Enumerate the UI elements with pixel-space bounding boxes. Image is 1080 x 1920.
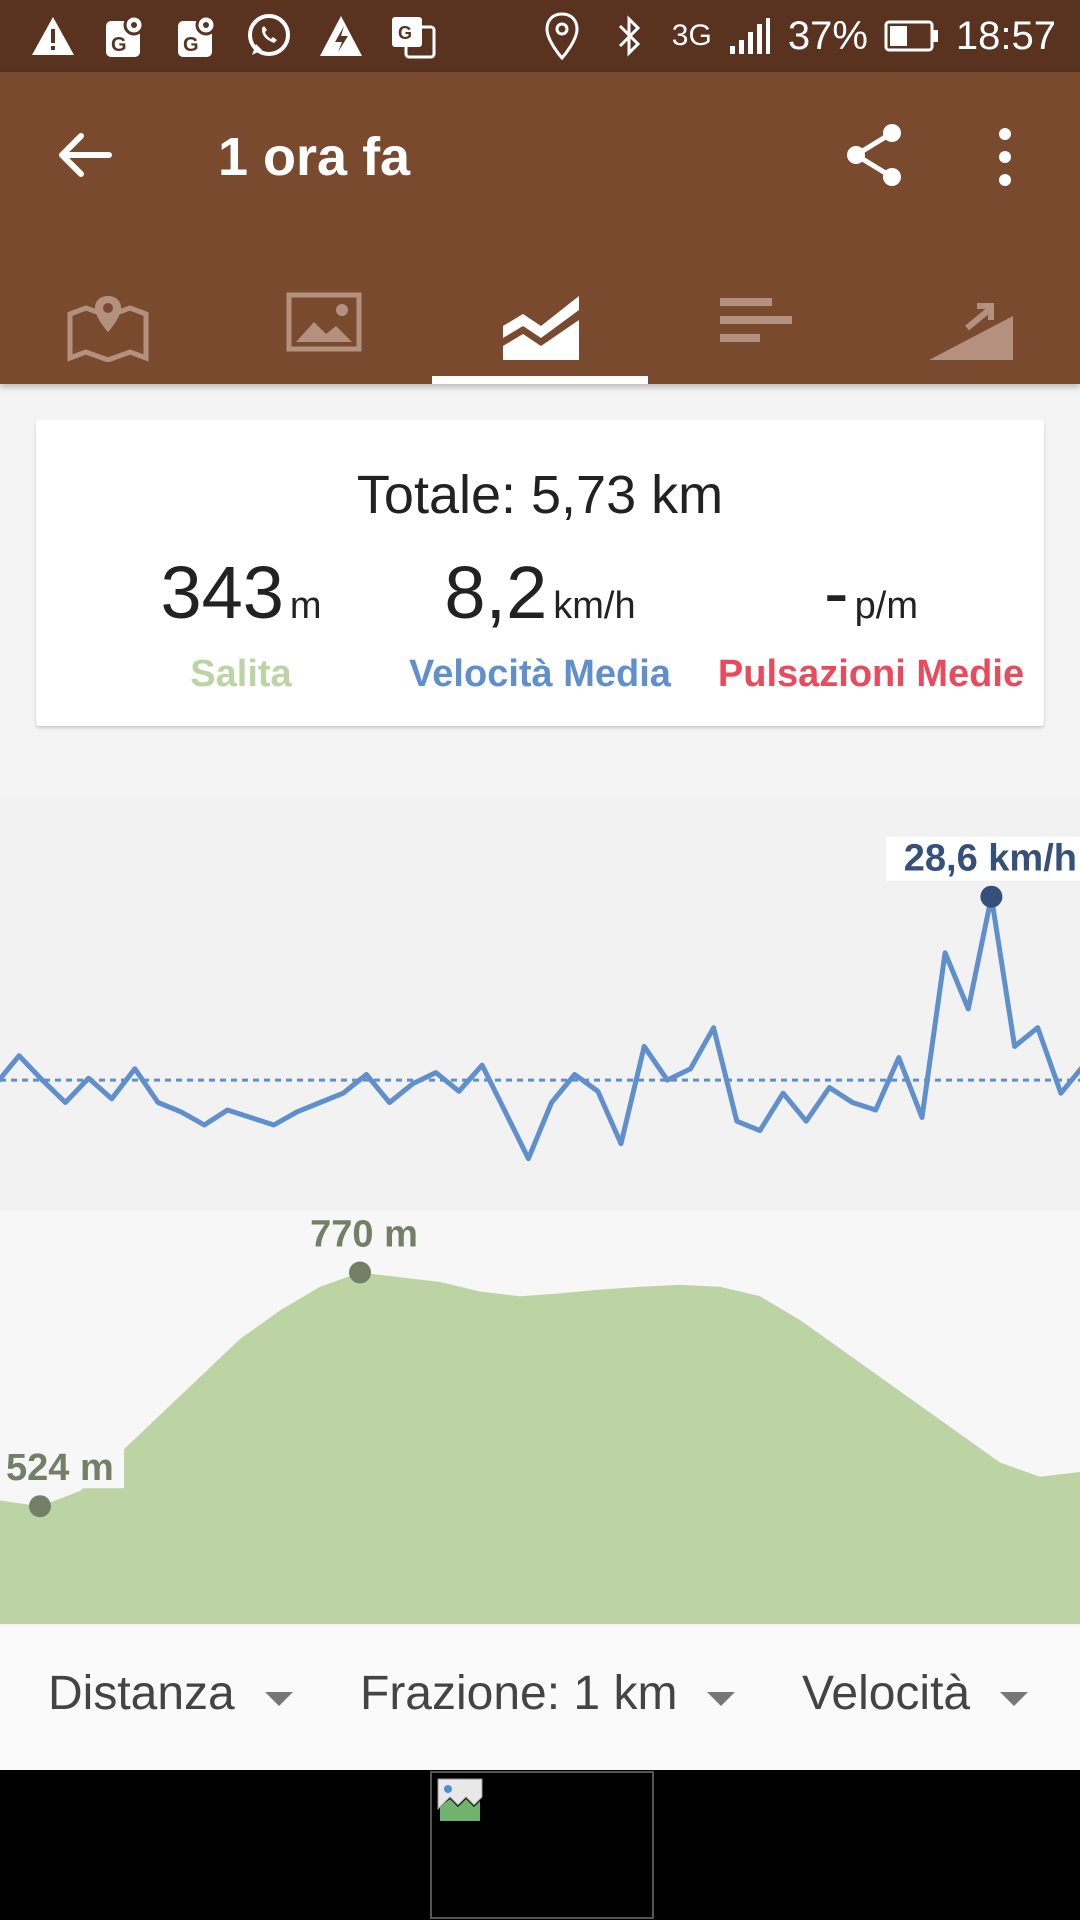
stat-label: Salita — [190, 653, 292, 695]
more-vert-icon — [999, 128, 1011, 186]
summary-card: Totale: 5,73 km 343 m Salita 8,2 km/h Velo… — [36, 420, 1044, 726]
metric-dropdown[interactable]: Velocità — [802, 1666, 1029, 1721]
min-elevation-label-bg — [2, 1444, 124, 1489]
whatsapp-icon — [244, 12, 294, 60]
caret-down-icon — [1000, 1691, 1029, 1706]
stat-avg-speed: 8,2 km/h Velocità Media — [375, 550, 705, 696]
max-speed-label: 28,6 km/h — [904, 838, 1077, 880]
tab-elevation[interactable] — [864, 262, 1080, 384]
tab-map[interactable] — [0, 262, 216, 384]
elevation-chart: 770 m 524 m — [0, 1210, 1080, 1624]
svg-text:G: G — [183, 34, 199, 56]
tab-splits[interactable] — [648, 262, 864, 384]
dropdown-label: Distanza — [48, 1667, 235, 1720]
stat-label: Velocità Media — [409, 653, 671, 695]
elevation-icon — [929, 303, 1013, 360]
max-elevation-label: 770 m — [310, 1214, 418, 1256]
chart-icon — [503, 296, 579, 360]
speed-chart: 28,6 km/h — [0, 836, 1080, 1162]
svg-text:G: G — [398, 23, 412, 43]
share-icon — [847, 124, 901, 186]
elevation-area — [0, 1272, 1080, 1624]
page-title: 1 ora fa — [218, 127, 411, 187]
share-button[interactable] — [840, 120, 910, 190]
app-bar: 1 ora fa — [0, 72, 1080, 384]
splits-icon — [720, 298, 792, 342]
stat-unit: km/h — [553, 585, 636, 627]
battery-percent: 37% — [787, 13, 868, 58]
signal-icon — [728, 16, 772, 56]
tab-chart[interactable] — [432, 262, 648, 384]
min-elevation-point — [29, 1495, 51, 1518]
bluetooth-icon — [614, 13, 644, 59]
stat-ascent: 343 m Salita — [76, 550, 406, 696]
map-icon — [67, 296, 149, 362]
svg-text:G: G — [111, 34, 127, 56]
chart-options-bar: Distanza Frazione: 1 km Velocità — [0, 1626, 1080, 1770]
dropdown-label: Velocità — [802, 1667, 971, 1720]
total-distance: Totale: 5,73 km — [356, 465, 724, 525]
split-dropdown[interactable]: Frazione: 1 km — [360, 1666, 736, 1721]
charts[interactable]: 28,6 km/h 770 m 524 m — [0, 798, 1080, 1624]
g-location-icon: G — [100, 12, 150, 60]
max-speed-label-bg — [886, 836, 1080, 881]
stat-avg-heart-rate: - p/m Pulsazioni Medie — [706, 550, 1036, 696]
back-button[interactable] — [50, 120, 120, 190]
stat-unit: p/m — [854, 585, 918, 627]
arrow-back-icon — [59, 133, 112, 177]
flash-icon — [316, 12, 366, 60]
network-type: 3G — [671, 19, 712, 52]
warning-icon — [28, 12, 78, 60]
stat-unit: m — [289, 585, 322, 627]
g-location-icon: G — [172, 12, 222, 60]
charts-svg: 28,6 km/h 770 m 524 m — [0, 798, 1080, 1624]
ad-banner — [0, 1770, 1080, 1920]
ad-image[interactable] — [430, 1771, 654, 1919]
stat-value: - — [823, 551, 849, 634]
stat-label: Pulsazioni Medie — [717, 653, 1025, 695]
stat-value: 8,2 — [444, 551, 548, 634]
speed-line — [0, 894, 1080, 1162]
more-options-button[interactable] — [990, 122, 1020, 192]
translate-icon: G — [388, 12, 438, 60]
stat-value: 343 — [160, 551, 284, 634]
photos-icon — [286, 292, 362, 352]
caret-down-icon — [707, 1691, 736, 1706]
battery-icon — [884, 20, 940, 52]
broken-image-icon — [437, 1778, 483, 1821]
caret-down-icon — [264, 1691, 293, 1706]
min-elevation-label: 524 m — [6, 1447, 114, 1489]
location-icon — [544, 11, 580, 61]
dropdown-label: Frazione: 1 km — [360, 1667, 678, 1720]
max-elevation-point — [349, 1261, 371, 1284]
x-axis-dropdown[interactable]: Distanza — [48, 1666, 293, 1721]
clock: 18:57 — [955, 13, 1056, 58]
max-speed-point — [980, 885, 1003, 908]
tab-photos[interactable] — [216, 262, 432, 384]
tab-bar — [0, 262, 1080, 384]
max-elevation-label-bg — [302, 1210, 426, 1255]
status-bar: G G G 3G 37% 18:57 — [0, 0, 1080, 72]
